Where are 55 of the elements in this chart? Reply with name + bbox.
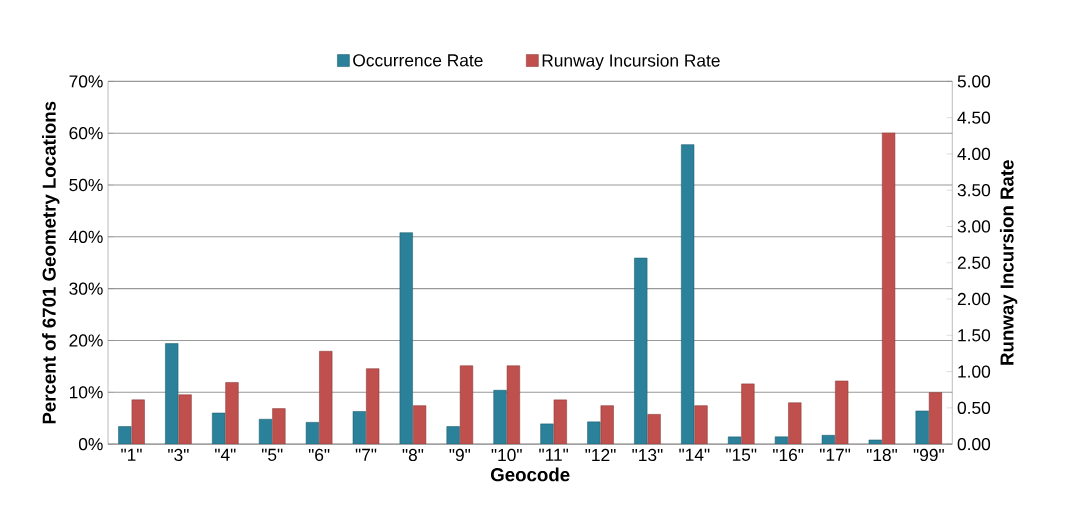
bar [741, 383, 755, 445]
y2-tick-label: 4.50 [957, 111, 991, 124]
bar [131, 399, 145, 445]
x-tick-label: "8" [402, 448, 424, 462]
y2-axis-title: Runway Incursion Rate [999, 160, 1018, 365]
x-tick-label: "12" [585, 448, 616, 461]
y-tick-label: 60% [69, 126, 103, 140]
y-tick-label: 40% [69, 230, 103, 243]
bar [319, 350, 333, 445]
legend-label: Runway Incursion Rate [542, 53, 720, 71]
x-tick-label: "3" [168, 448, 189, 462]
x-axis-title: Geocode [491, 467, 570, 482]
bar [647, 414, 661, 445]
legend-label: Occurrence Rate [353, 54, 483, 67]
y-axis-title: Percent of 6701 Geometry Locations [42, 101, 60, 424]
bar [366, 368, 380, 445]
y2-tick-label: 3.00 [957, 220, 991, 233]
y-tick-label: 50% [69, 178, 103, 192]
bar [225, 382, 239, 445]
bar [553, 399, 567, 445]
x-tick-label: "9" [449, 448, 471, 462]
x-tick-label: "1" [121, 448, 142, 461]
bar [882, 132, 896, 445]
x-tick-label: "6" [308, 448, 330, 462]
y2-tick-label: 0.50 [957, 401, 991, 414]
x-tick-label: "14" [679, 448, 710, 461]
y2-tick-label: 1.50 [958, 329, 991, 342]
y-tick-label: 0% [78, 437, 103, 451]
x-tick-label: "4" [215, 448, 236, 461]
bar [835, 380, 849, 445]
y-tick-label: 70% [69, 75, 103, 88]
y2-tick-label: 5.00 [957, 75, 991, 88]
bar [412, 405, 427, 445]
y2-tick-label: 3.50 [957, 183, 991, 197]
x-tick-label: "13" [632, 448, 663, 462]
x-tick-label: "17" [819, 448, 851, 461]
x-tick-label: "5" [261, 448, 283, 461]
y-tick-label: 20% [69, 334, 103, 347]
x-tick-label: "7" [355, 448, 377, 461]
x-tick-label: "18" [866, 448, 897, 462]
y2-tick-label: 1.00 [958, 365, 991, 378]
y-tick-label: 10% [69, 386, 103, 399]
x-tick-label: "11" [539, 448, 569, 461]
y2-tick-label: 2.50 [957, 256, 991, 269]
y2-tick-label: 2.00 [957, 292, 991, 306]
x-tick-label: "16" [773, 448, 804, 462]
bar [788, 402, 802, 445]
y2-tick-label: 0.00 [957, 437, 991, 451]
y-tick-label: 30% [69, 282, 103, 295]
bar [459, 365, 474, 445]
x-tick-label: "99" [913, 448, 944, 462]
y2-tick-label: 4.00 [957, 147, 991, 160]
x-tick-label: "10" [491, 448, 522, 462]
bar [694, 405, 708, 445]
x-tick-label: "15" [726, 448, 757, 461]
